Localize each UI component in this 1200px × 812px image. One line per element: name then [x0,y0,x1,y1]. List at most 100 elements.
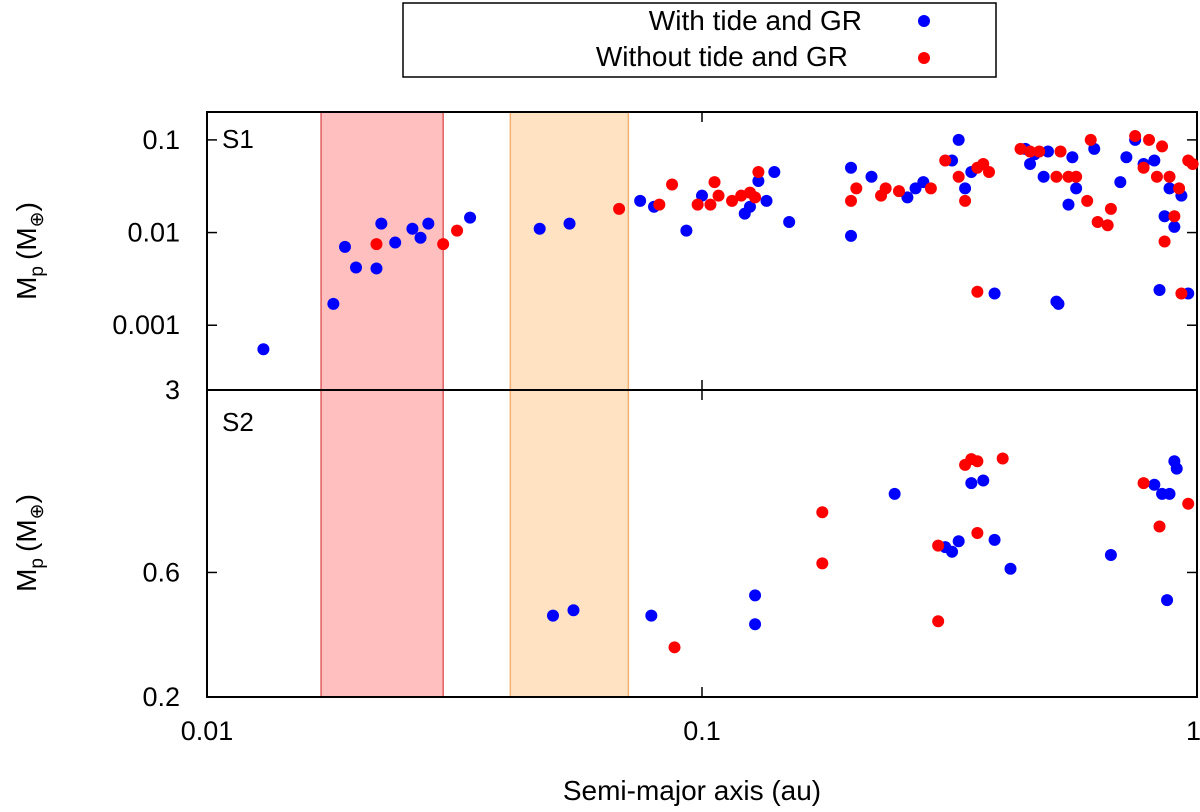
point-without-p2 [932,615,945,628]
point-with-p1 [389,236,402,249]
point-without-p1 [1084,133,1097,146]
point-without-p2 [668,641,681,654]
panel-s1-ylabel-sub: p [27,266,48,277]
point-without-p1 [691,198,704,211]
point-with-p2 [977,474,990,487]
shaded-band-2 [509,111,630,698]
point-with-p1 [680,224,693,237]
legend-label-with: With tide and GR [649,5,862,36]
point-without-p1 [1129,130,1142,143]
point-without-p1 [1173,182,1186,195]
panel-s2-ylabel-unit: (M [11,519,42,552]
y-tick-label: 0.001 [112,310,180,340]
point-without-p2 [932,539,945,552]
point-with-p1 [1037,170,1050,183]
point-without-p1 [1033,145,1046,158]
point-with-p1 [743,200,756,213]
point-with-p1 [1114,176,1127,189]
x-tick-label: 0.01 [181,716,234,746]
panel-s2-ylabel: Mp (M⊕) [11,494,48,592]
point-without-p1 [1081,194,1094,207]
point-without-p1 [704,198,717,211]
point-with-p1 [1052,297,1065,310]
point-with-p2 [952,535,965,548]
point-with-p1 [406,222,419,235]
y-tick-label: 3 [165,375,180,405]
y-tick-label: 0.6 [142,557,180,587]
point-with-p1 [350,261,363,274]
point-with-p1 [370,262,383,275]
point-without-p1 [845,194,858,207]
point-with-p1 [422,217,435,230]
point-with-p2 [1004,562,1017,575]
panel-s1-ylabel-text: Mp (M⊕) [11,202,48,300]
point-with-p1 [1148,154,1161,167]
point-without-p1 [613,202,626,215]
point-with-p1 [634,194,647,207]
point-with-p1 [768,166,781,179]
point-with-p2 [1163,487,1176,500]
point-without-p1 [1158,235,1171,248]
legend-marker-with [918,15,930,27]
point-without-p2 [996,452,1009,465]
x-axis-title: Semi-major axis (au) [563,775,821,806]
point-without-p1 [1101,219,1114,232]
point-without-p1 [1156,140,1169,153]
panel-s1-label: S1 [222,124,254,154]
point-without-p1 [1186,157,1199,170]
point-with-p1 [533,222,546,235]
point-without-p1 [708,176,721,189]
point-with-p1 [901,191,914,204]
panel-s1-ylabel-main: M [11,277,42,300]
point-without-p1 [1104,202,1117,215]
point-with-p1 [257,343,270,356]
panel-s2-ylabel-main: M [11,569,42,592]
point-without-p1 [939,154,952,167]
point-without-p1 [451,224,464,237]
point-with-p1 [563,217,576,230]
point-without-p1 [1163,170,1176,183]
point-without-p1 [712,189,725,202]
point-without-p1 [1137,161,1150,174]
point-without-p1 [370,238,383,251]
point-without-p2 [816,506,829,519]
point-without-p1 [653,198,666,211]
panel-s2-ylabel-unit-sub: ⊕ [27,503,48,519]
point-without-p2 [971,455,984,468]
point-with-p1 [1158,210,1171,223]
point-with-p1 [783,216,796,229]
point-with-p1 [1088,142,1101,155]
panel-s1-ylabel-unit-sub: ⊕ [27,211,48,227]
y-tick-label: 0.2 [142,682,180,712]
point-without-p1 [850,182,863,195]
point-with-p2 [965,477,978,490]
point-without-p1 [959,194,972,207]
point-with-p2 [988,533,1001,546]
point-without-p1 [892,185,905,198]
axes: 0.01 0.1 1 0.001 0.01 0.1 0.2 0.6 3 [112,112,1200,746]
point-with-p2 [645,609,658,622]
point-without-p1 [437,238,450,251]
point-with-p1 [752,175,765,188]
point-with-p1 [1041,145,1054,158]
point-without-p1 [749,191,762,204]
point-without-p1 [1014,142,1027,155]
panel-s1-ylabel: Mp (M⊕) [11,202,48,300]
point-without-p2 [1182,497,1195,510]
panel-s2-ylabel-text: Mp (M⊕) [11,494,48,592]
point-without-p1 [879,182,892,195]
point-without-p1 [726,194,739,207]
point-with-p1 [696,189,708,202]
legend-label-without: Without tide and GR [596,41,848,72]
point-with-p2 [1148,478,1161,491]
y-tick-label: 0.1 [142,125,180,155]
point-with-p1 [952,133,965,146]
panel-s2-label: S2 [222,407,254,437]
point-without-p1 [924,182,937,195]
point-without-p1 [971,285,984,298]
legend-marker-without [918,52,930,64]
point-with-p2 [1104,548,1117,561]
point-with-p1 [327,297,340,310]
point-with-p1 [1163,182,1176,195]
